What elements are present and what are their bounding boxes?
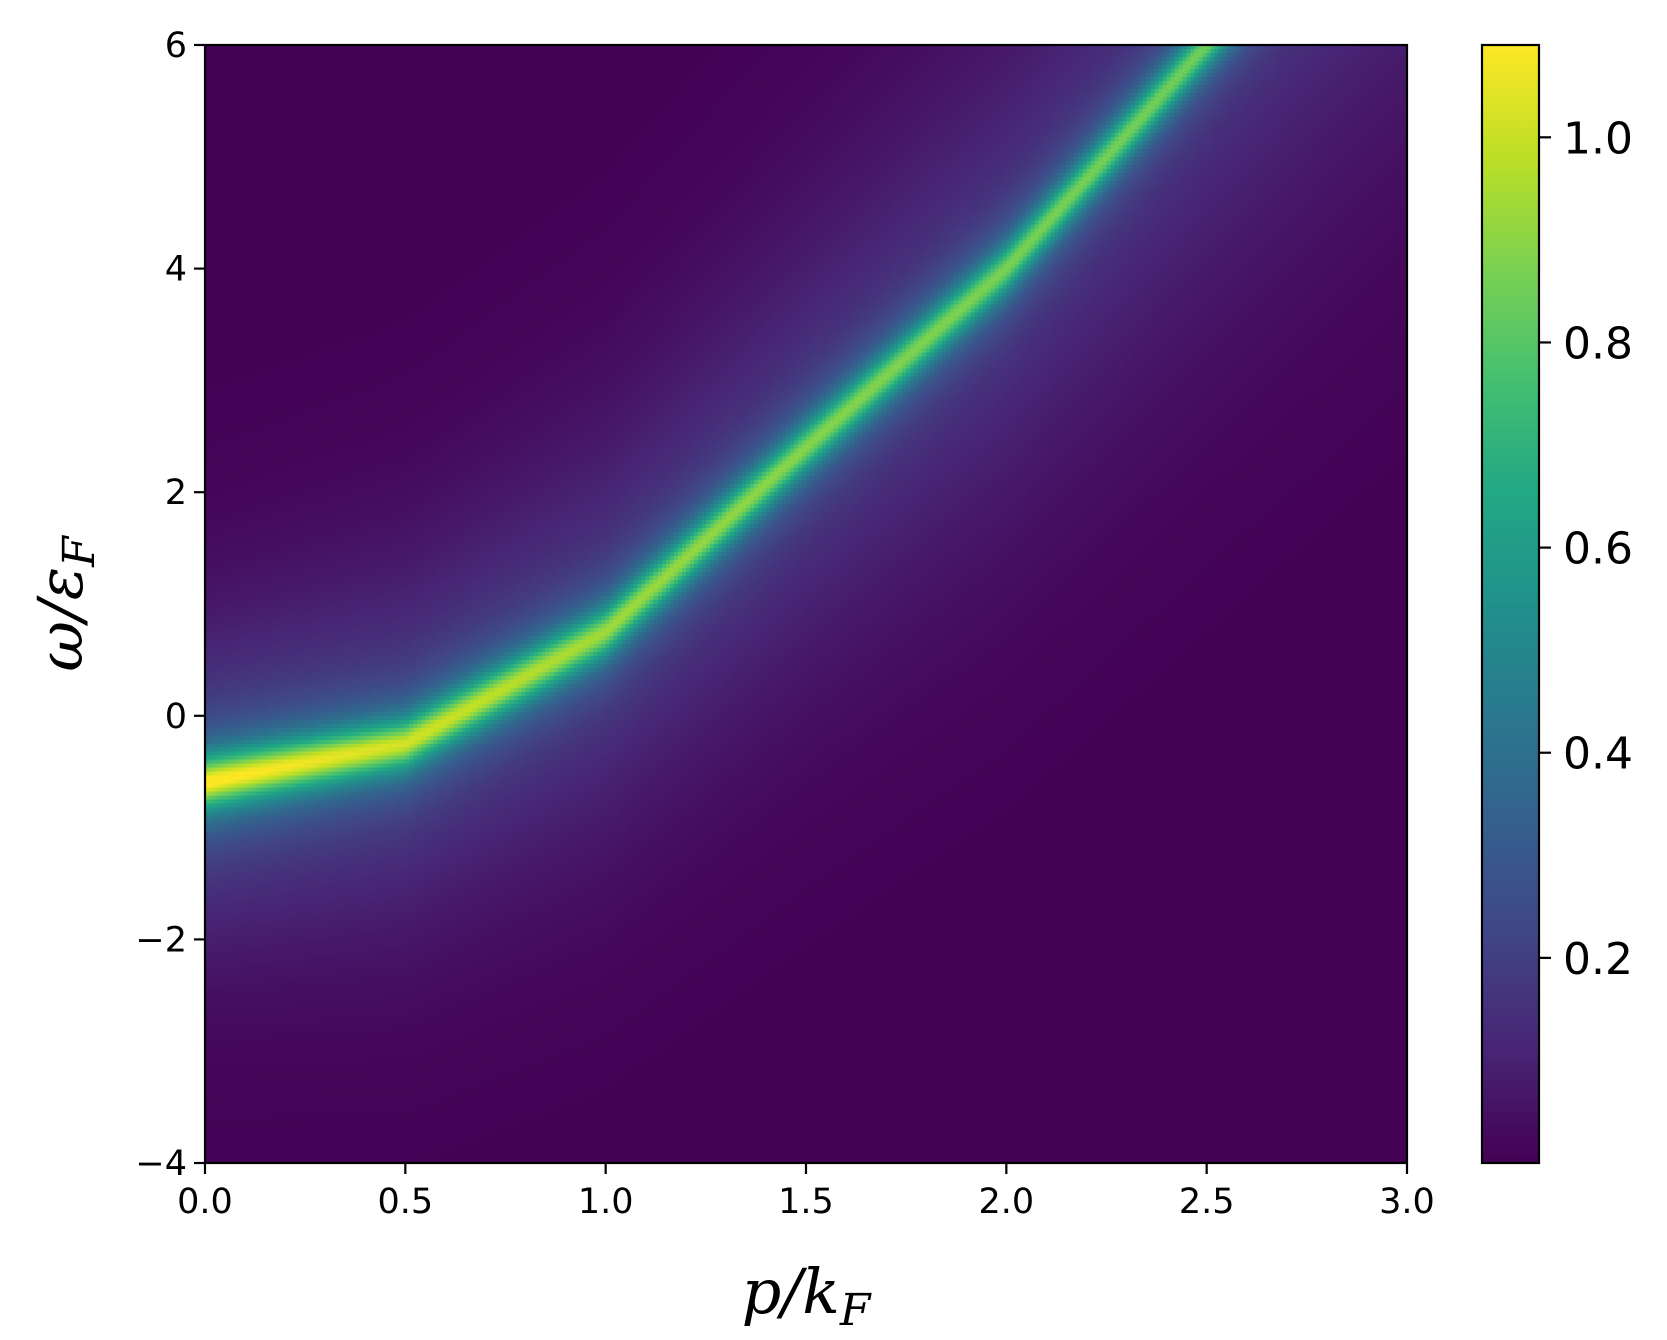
- x-tick-label: 0.0: [177, 1182, 233, 1222]
- colorbar-frame: [1480, 43, 1541, 1165]
- heatmap-canvas: [205, 45, 1407, 1163]
- y-tick-label: 4: [165, 250, 187, 290]
- colorbar-fill: [1482, 45, 1539, 1163]
- y-tick-label: 6: [165, 26, 187, 66]
- x-tick-label: 2.5: [1179, 1182, 1235, 1222]
- x-axis-ticks: 0.0 0.5 1.0 1.5 2.0 2.5 3.0: [177, 1163, 1435, 1222]
- x-axis-label: p/kF: [742, 1255, 872, 1336]
- y-tick-label: −4: [135, 1144, 187, 1184]
- x-tick-label: 1.5: [778, 1182, 834, 1222]
- colorbar-tick-label: 1.0: [1563, 113, 1633, 164]
- colorbar: 0.2 0.4 0.6 0.8 1.0: [1480, 43, 1633, 1165]
- y-tick-label: 2: [165, 473, 187, 513]
- x-tick-label: 3.0: [1379, 1182, 1435, 1222]
- x-tick-label: 1.0: [578, 1182, 634, 1222]
- x-tick-label: 0.5: [377, 1182, 433, 1222]
- y-axis-label: ω/εF: [24, 535, 105, 672]
- colorbar-tick-label: 0.8: [1563, 318, 1633, 369]
- colorbar-ticks: 0.2 0.4 0.6 0.8 1.0: [1539, 113, 1633, 985]
- y-tick-label: −2: [135, 920, 187, 960]
- heatmap-plot-area: [203, 43, 1409, 1165]
- y-axis-ticks: −4 −2 0 2 4 6: [135, 26, 205, 1184]
- colorbar-tick-label: 0.2: [1563, 934, 1633, 985]
- colorbar-tick-label: 0.4: [1563, 729, 1633, 780]
- x-tick-label: 2.0: [978, 1182, 1034, 1222]
- colorbar-tick-label: 0.6: [1563, 524, 1633, 575]
- y-tick-label: 0: [165, 697, 187, 737]
